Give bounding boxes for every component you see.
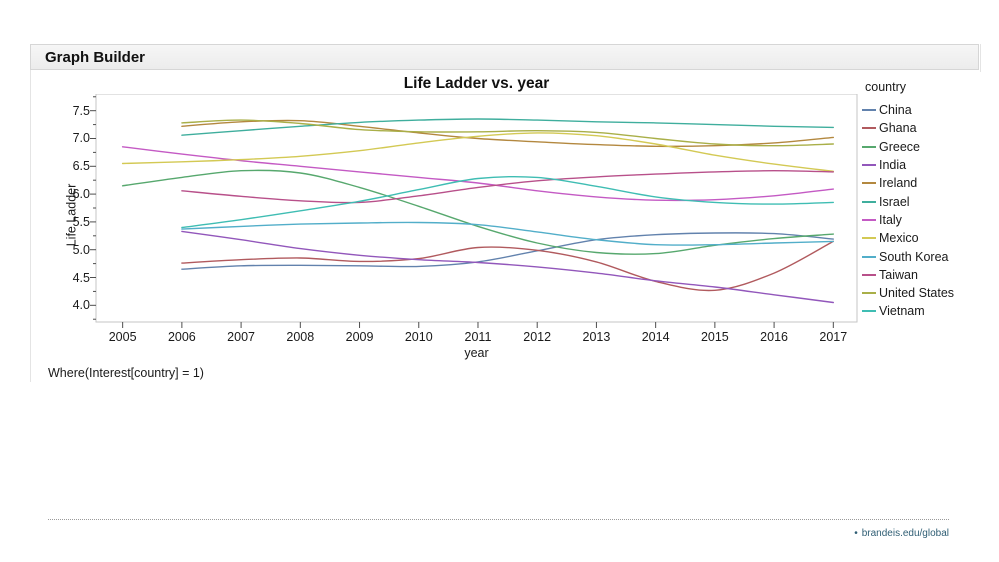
x-tick-label: 2014 bbox=[641, 330, 670, 344]
x-tick-label: 2009 bbox=[345, 330, 374, 344]
legend-label: China bbox=[879, 103, 912, 118]
report-right-border bbox=[980, 44, 981, 72]
legend-item-taiwan[interactable]: Taiwan bbox=[862, 266, 998, 284]
legend-swatch-icon bbox=[862, 145, 876, 148]
y-tick-label: 6.0 bbox=[72, 187, 90, 202]
report-left-border bbox=[30, 44, 31, 382]
legend: country China Ghana Greece India Ireland Isra… bbox=[862, 80, 998, 321]
legend-label: United States bbox=[879, 286, 955, 301]
bullet-icon: • bbox=[854, 528, 858, 539]
series-line-ireland[interactable] bbox=[181, 119, 834, 148]
legend-label: Italy bbox=[879, 212, 902, 227]
x-axis-label: year bbox=[464, 346, 489, 360]
x-tick-label: 2005 bbox=[108, 330, 137, 344]
series-line-taiwan[interactable] bbox=[181, 169, 834, 204]
legend-item-greece[interactable]: Greece bbox=[862, 138, 998, 156]
legend-item-italy[interactable]: Italy bbox=[862, 211, 998, 229]
x-tick-label: 2012 bbox=[523, 330, 552, 344]
series-line-israel[interactable] bbox=[181, 118, 834, 136]
legend-label: Greece bbox=[879, 139, 920, 154]
series-line-india[interactable] bbox=[181, 230, 834, 304]
series-line-vietnam[interactable] bbox=[181, 175, 834, 229]
y-tick-label: 7.0 bbox=[72, 131, 90, 146]
x-tick-label: 2006 bbox=[167, 330, 196, 344]
legend-item-mexico[interactable]: Mexico bbox=[862, 229, 998, 247]
x-tick-label: 2017 bbox=[819, 330, 848, 344]
legend-swatch-icon bbox=[862, 237, 876, 240]
x-tick-label: 2007 bbox=[227, 330, 255, 344]
x-tick-label: 2010 bbox=[404, 330, 433, 344]
y-tick-label: 5.5 bbox=[72, 214, 90, 229]
legend-item-ghana[interactable]: Ghana bbox=[862, 119, 998, 137]
series-line-mexico[interactable] bbox=[121, 132, 834, 172]
legend-label: Ireland bbox=[879, 176, 918, 191]
legend-label: Israel bbox=[879, 194, 910, 209]
legend-label: Vietnam bbox=[879, 304, 925, 319]
series-line-china[interactable] bbox=[181, 232, 834, 270]
legend-label: India bbox=[879, 158, 907, 173]
graph-builder-header[interactable]: Graph Builder bbox=[30, 44, 979, 70]
legend-item-india[interactable]: India bbox=[862, 156, 998, 174]
legend-label: South Korea bbox=[879, 249, 949, 264]
x-tick-label: 2011 bbox=[464, 330, 492, 344]
plot-frame bbox=[95, 94, 858, 323]
legend-item-israel[interactable]: Israel bbox=[862, 192, 998, 210]
y-tick-label: 4.5 bbox=[72, 270, 90, 285]
legend-item-vietnam[interactable]: Vietnam bbox=[862, 302, 998, 320]
x-tick-label: 2016 bbox=[760, 330, 788, 344]
series-line-united-states[interactable] bbox=[181, 119, 834, 147]
legend-swatch-icon bbox=[862, 200, 876, 203]
legend-swatch-icon bbox=[862, 292, 876, 295]
legend-title: country bbox=[865, 80, 906, 94]
legend-swatch-icon bbox=[862, 255, 876, 258]
legend-item-south-korea[interactable]: South Korea bbox=[862, 247, 998, 265]
where-clause: Where(Interest[country] = 1) bbox=[48, 366, 204, 380]
graph-builder-title: Graph Builder bbox=[45, 48, 146, 66]
plot-area[interactable] bbox=[86, 94, 867, 340]
legend-label: Taiwan bbox=[879, 267, 918, 282]
legend-item-china[interactable]: China bbox=[862, 101, 998, 119]
y-tick-label: 4.0 bbox=[72, 298, 90, 313]
y-tick-label: 7.5 bbox=[72, 103, 90, 118]
footer-link-row: • brandeis.edu/global bbox=[48, 528, 949, 539]
x-tick-label: 2013 bbox=[582, 330, 611, 344]
y-tick-label: 5.0 bbox=[72, 242, 90, 257]
legend-swatch-icon bbox=[862, 273, 876, 276]
legend-label: Ghana bbox=[879, 121, 917, 136]
legend-swatch-icon bbox=[862, 310, 876, 313]
series-line-south-korea[interactable] bbox=[181, 221, 834, 246]
legend-label: Mexico bbox=[879, 231, 919, 246]
series-line-italy[interactable] bbox=[121, 146, 834, 202]
legend-swatch-icon bbox=[862, 218, 876, 221]
y-tick-label: 6.5 bbox=[72, 159, 90, 174]
footer-separator bbox=[48, 519, 949, 520]
legend-swatch-icon bbox=[862, 164, 876, 167]
x-tick-label: 2008 bbox=[286, 330, 315, 344]
chart-title: Life Ladder vs. year bbox=[403, 75, 550, 92]
legend-swatch-icon bbox=[862, 182, 876, 185]
legend-swatch-icon bbox=[862, 127, 876, 130]
x-tick-label: 2015 bbox=[700, 330, 729, 344]
footer-link[interactable]: brandeis.edu/global bbox=[861, 528, 949, 539]
legend-swatch-icon bbox=[862, 109, 876, 112]
legend-item-ireland[interactable]: Ireland bbox=[862, 174, 998, 192]
legend-items: China Ghana Greece India Ireland Israel Italy M… bbox=[862, 101, 998, 321]
legend-item-united-states[interactable]: United States bbox=[862, 284, 998, 302]
